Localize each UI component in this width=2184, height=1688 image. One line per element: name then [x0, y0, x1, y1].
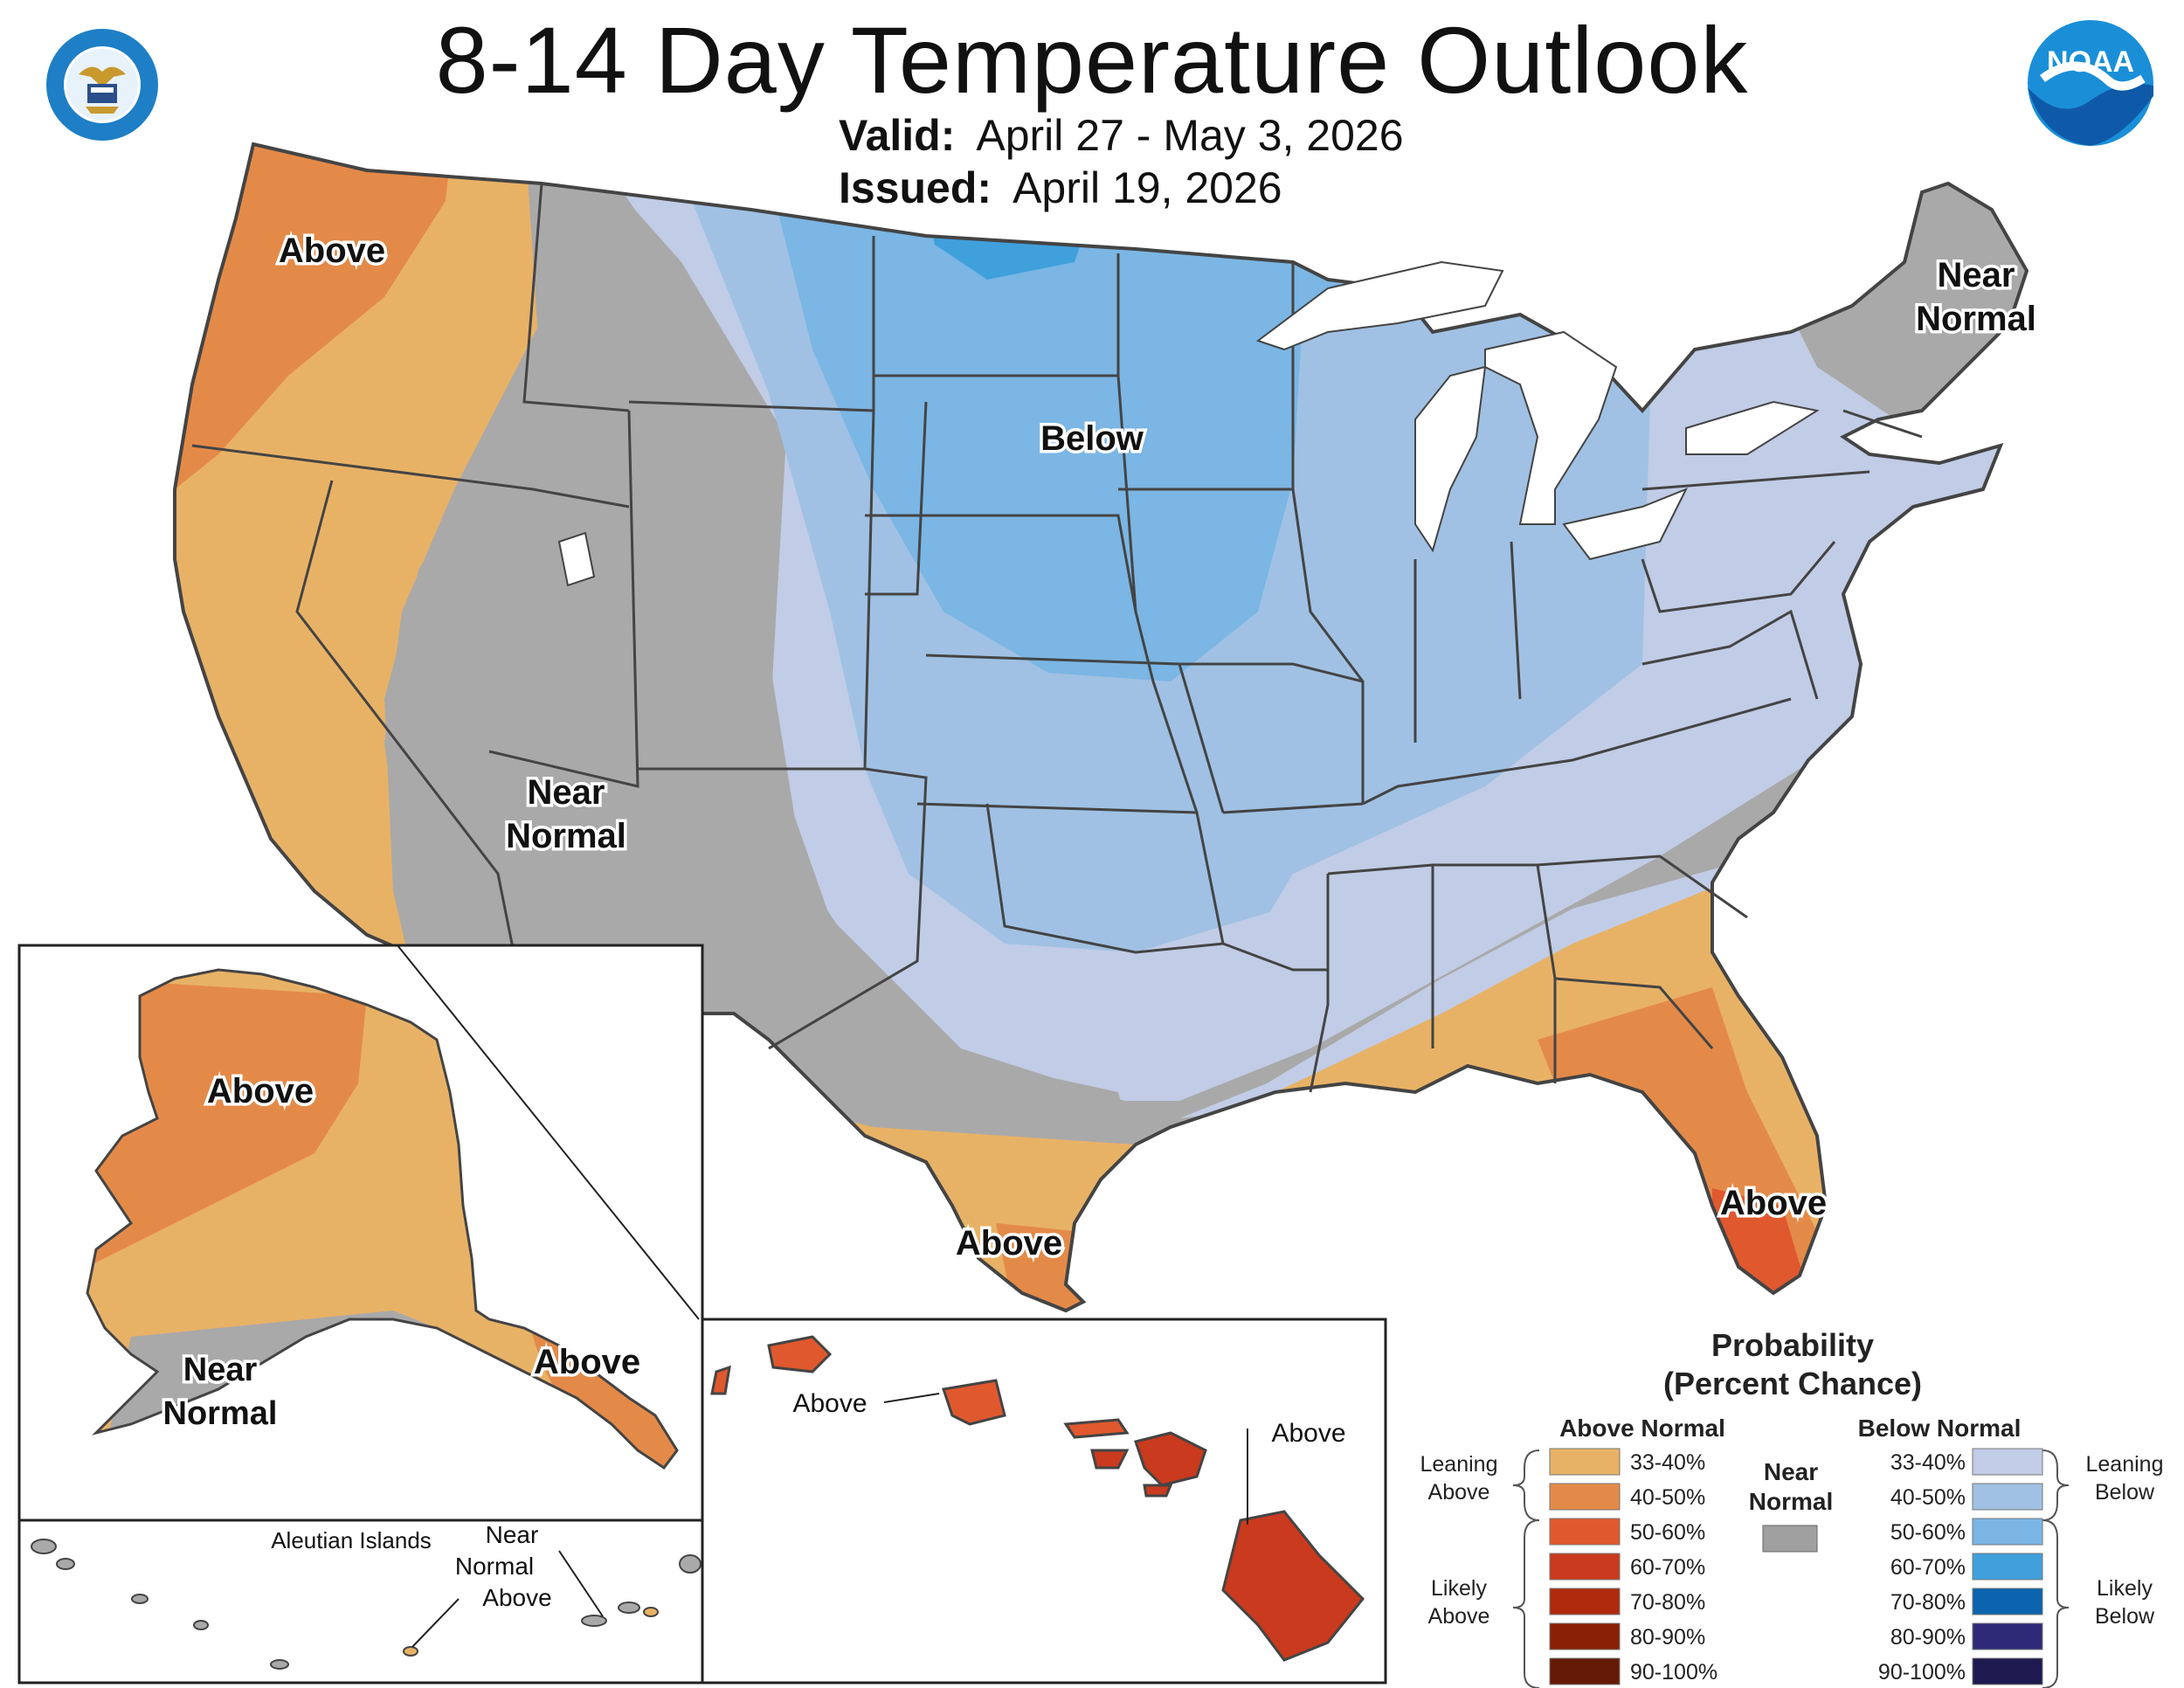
legend-below-swatch — [1972, 1518, 2043, 1546]
noaa-logo-icon: NOAA — [2028, 20, 2153, 146]
label-ak-near-normal-1: Near — [183, 1352, 258, 1388]
label-above-northwest: Above — [279, 232, 385, 270]
valid-line: Valid: April 27 - May 3, 2026 — [839, 110, 1404, 161]
legend-above-label: 90-100% — [1630, 1660, 1717, 1685]
aleutian-islands — [31, 1539, 702, 1670]
region-below-50 — [769, 175, 1398, 681]
label-ak-above-north: Above — [207, 1072, 314, 1110]
label-aleutian-near-normal-2: Normal — [455, 1553, 534, 1580]
legend-below-swatch — [1972, 1657, 2043, 1685]
legend-below-swatch — [1972, 1483, 2043, 1511]
legend-braces — [1512, 1449, 2070, 1688]
probability-legend: Probability (Percent Chance) Above Norma… — [1420, 1327, 2164, 1688]
issued-line: Issued: April 19, 2026 — [839, 163, 1282, 213]
issued-label: Issued: — [839, 163, 992, 212]
legend-near-2: Normal — [1749, 1488, 1833, 1515]
legend-below-label: 90-100% — [1878, 1660, 1966, 1685]
legend-above-header: Above Normal — [1559, 1415, 1725, 1442]
legend-above-label: 60-70% — [1630, 1555, 1705, 1580]
legend-below-swatch — [1972, 1622, 2043, 1650]
label-above-texas: Above — [956, 1224, 1062, 1263]
legend-below-label: 50-60% — [1890, 1520, 1966, 1545]
great-lakes — [557, 260, 1820, 587]
legend-below-swatch — [1972, 1448, 2043, 1476]
legend-above-label: 80-90% — [1630, 1625, 1705, 1650]
label-above-florida: Above — [1720, 1184, 1827, 1222]
legend-likely-below-1: Likely — [2097, 1576, 2153, 1601]
region-near-normal-south — [769, 681, 1922, 1136]
legend-title-2: (Percent Chance) — [1663, 1366, 1922, 1401]
commerce-seal-icon — [46, 29, 158, 141]
legend-above-swatch — [1549, 1588, 1621, 1615]
legend-above-swatch — [1549, 1622, 1621, 1650]
legend-title-1: Probability — [1711, 1327, 1874, 1363]
legend-below-label: 33-40% — [1890, 1450, 1966, 1475]
legend-above-swatch — [1549, 1448, 1621, 1476]
legend-near-swatch — [1762, 1525, 1818, 1553]
region-leaning-below-east — [1241, 332, 1966, 961]
label-near-normal-southwest-2: Normal — [506, 817, 626, 855]
valid-value: April 27 - May 3, 2026 — [976, 111, 1404, 160]
alaska-outline — [86, 968, 679, 1470]
label-near-normal-southwest-1: Near — [528, 773, 605, 812]
valid-label: Valid: — [839, 111, 956, 160]
legend-above-label: 70-80% — [1630, 1590, 1705, 1615]
legend-leaning-below-1: Leaning — [2086, 1452, 2164, 1477]
legend-above-label: 50-60% — [1630, 1520, 1705, 1545]
legend-above-swatch — [1549, 1518, 1621, 1546]
issued-value: April 19, 2026 — [1013, 163, 1282, 212]
legend-below-label: 60-70% — [1890, 1555, 1966, 1580]
legend-above-swatch — [1549, 1657, 1621, 1685]
legend-below-swatch — [1972, 1588, 2043, 1615]
legend-above-swatch — [1549, 1553, 1621, 1581]
label-hi-above-west: Above — [792, 1389, 867, 1418]
legend-below-label: 80-90% — [1890, 1625, 1966, 1650]
legend-above-label: 33-40% — [1630, 1450, 1705, 1475]
legend-above-bins: 33-40% 40-50% 50-60% 60-70% 70-80% 80-90% 90-1… — [1549, 1448, 1717, 1685]
label-aleutian-near-normal-1: Near — [486, 1521, 539, 1548]
label-aleutian-region: Aleutian Islands — [271, 1527, 432, 1553]
legend-below-label: 70-80% — [1890, 1590, 1966, 1615]
legend-likely-above-2: Above — [1428, 1604, 1490, 1629]
legend-below-label: 40-50% — [1890, 1485, 1966, 1510]
page-title: 8-14 Day Temperature Outlook — [435, 7, 1749, 113]
legend-below-swatch — [1972, 1553, 2043, 1581]
label-aleutian-above: Above — [482, 1584, 551, 1611]
legend-above-swatch — [1549, 1483, 1621, 1511]
label-near-normal-northeast-1: Near — [1938, 256, 2015, 294]
legend-above-label: 40-50% — [1630, 1485, 1705, 1510]
hawaii-islands — [710, 1335, 1365, 1662]
legend-leaning-above-1: Leaning — [1420, 1452, 1498, 1477]
region-labels: Above Near Normal Below Near Normal Abov… — [160, 229, 2039, 1612]
legend-likely-below-2: Below — [2095, 1604, 2155, 1629]
label-below-north-central: Below — [1040, 419, 1144, 458]
legend-near-1: Near — [1764, 1458, 1818, 1485]
label-near-normal-northeast-2: Normal — [1916, 300, 2036, 338]
legend-leaning-above-2: Above — [1428, 1480, 1490, 1505]
legend-likely-above-1: Likely — [1431, 1576, 1487, 1601]
region-near-normal-southwest — [384, 183, 1136, 1153]
legend-leaning-below-2: Below — [2095, 1480, 2155, 1505]
label-hi-above-east: Above — [1271, 1419, 1345, 1448]
svg-text:NOAA: NOAA — [2047, 45, 2134, 79]
legend-below-bins: 33-40% 40-50% 50-60% 60-70% 70-80% 80-90% 90-1… — [1878, 1448, 2043, 1685]
label-ak-near-normal-2: Normal — [163, 1395, 278, 1432]
label-ak-above-southeast: Above — [534, 1343, 640, 1381]
legend-below-header: Below Normal — [1858, 1415, 2022, 1442]
